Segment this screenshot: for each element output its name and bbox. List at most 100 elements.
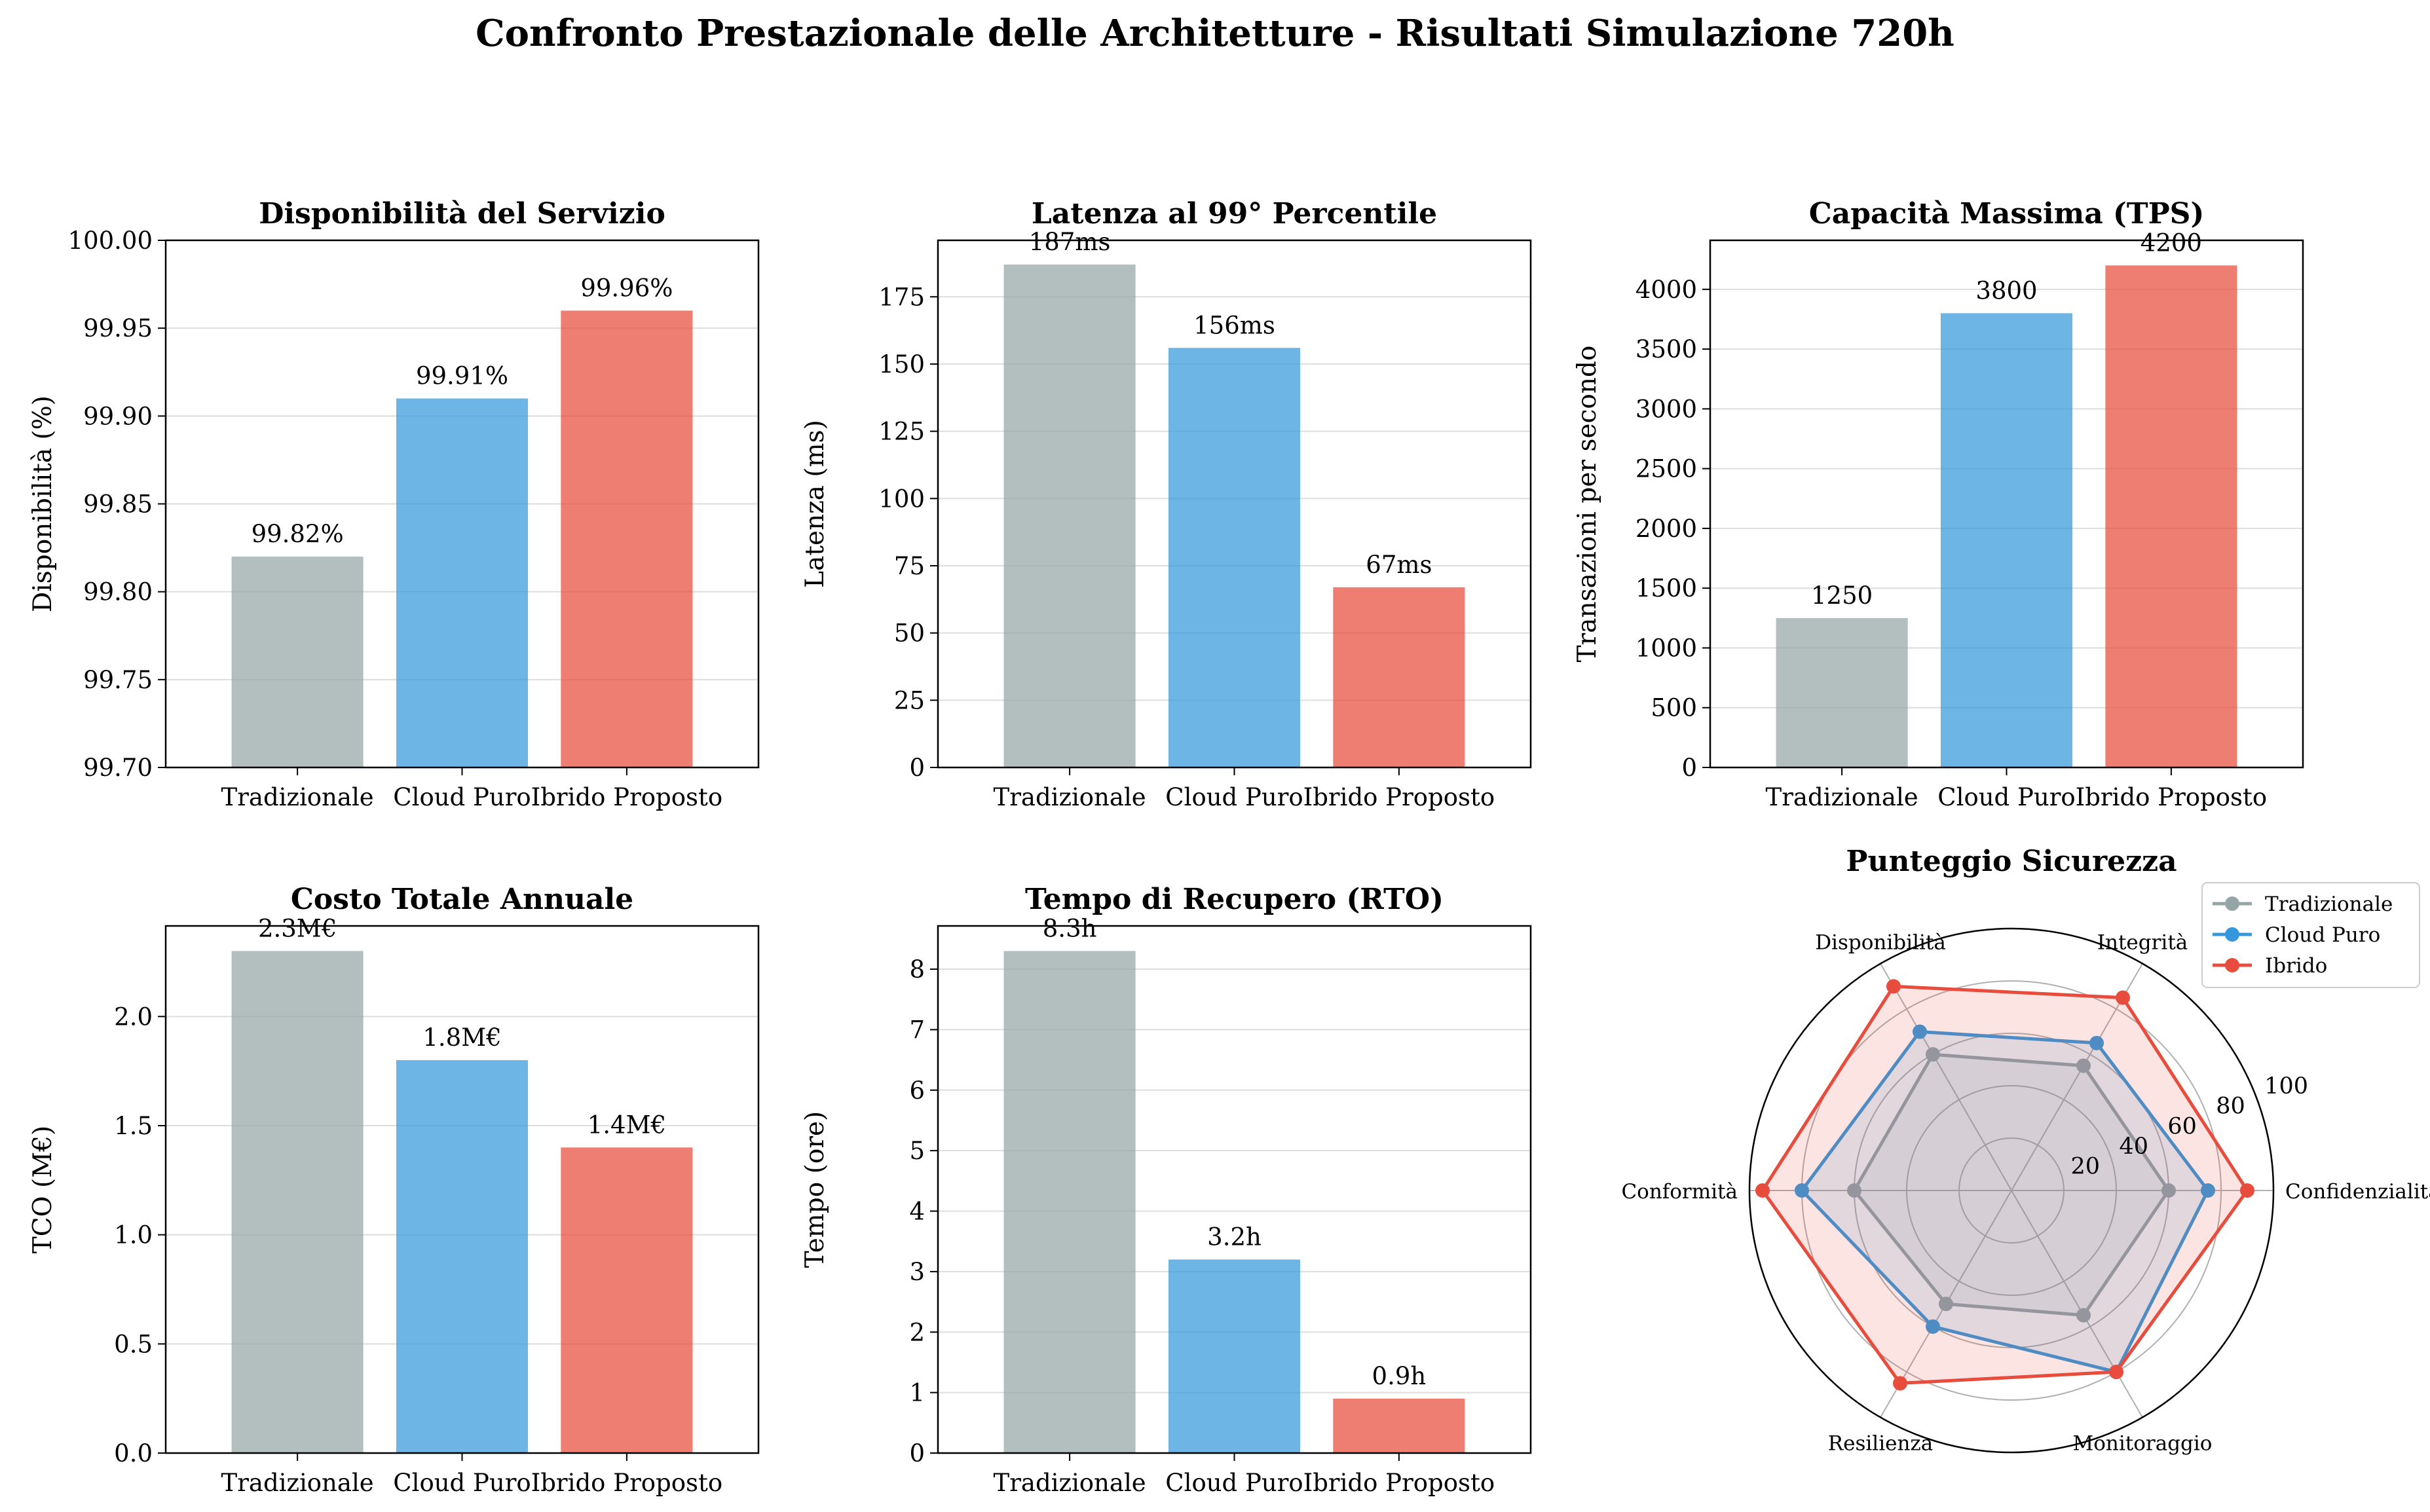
- y-tick-label: 2000: [1636, 515, 1697, 543]
- bar-3: [561, 1147, 693, 1453]
- axes-frame: [937, 925, 1532, 1454]
- axis-label: Disponibilità: [1815, 931, 1946, 955]
- y-tick-label: 7: [909, 1016, 925, 1044]
- y-tick-label: 3500: [1636, 335, 1697, 363]
- bar-1: [1003, 264, 1136, 767]
- y-tick-label: 125: [878, 418, 925, 446]
- y-tick-label: 99.95: [83, 314, 153, 342]
- series-point: [2240, 1183, 2254, 1198]
- x-tick-label: Cloud Puro: [393, 783, 531, 811]
- series-point: [1939, 1297, 1953, 1312]
- series-point: [1886, 979, 1901, 994]
- y-tick-label: 4000: [1636, 276, 1697, 304]
- figure-title: Confronto Prestazionale delle Architettu…: [476, 12, 1954, 55]
- series-point: [1847, 1183, 1861, 1198]
- y-tick-label: 0: [1681, 754, 1697, 782]
- panel-title: Latenza al 99° Percentile: [1032, 197, 1437, 230]
- y-tick-label: 2500: [1636, 455, 1697, 483]
- value-label: 3800: [1975, 276, 2037, 304]
- y-axis-label: Latenza (ms): [800, 420, 830, 588]
- value-label: 1250: [1811, 581, 1873, 610]
- x-tick-label: Cloud Puro: [1165, 1469, 1303, 1497]
- bar-1: [231, 951, 364, 1453]
- x-tick-label: Ibrido Proposto: [531, 783, 723, 811]
- x-tick-label: Tradizionale: [221, 1469, 374, 1497]
- r-tick-label: 20: [2071, 1153, 2101, 1179]
- x-tick-label: Tradizionale: [221, 783, 374, 811]
- y-tick-label: 150: [878, 350, 925, 378]
- legend-marker: [2225, 927, 2239, 942]
- series-point: [2076, 1308, 2091, 1323]
- bar-3: [2105, 265, 2237, 767]
- series-point: [1926, 1319, 1940, 1334]
- series-point: [2116, 990, 2130, 1005]
- bar-2: [1168, 1259, 1301, 1453]
- legend-label: Ibrido: [2265, 954, 2327, 978]
- panel-title: Tempo di Recupero (RTO): [1025, 883, 1444, 916]
- bar-chart-4: 2.3M€ Tradizionale 1.8M€ Cloud Puro 1.4M€ Ibr…: [28, 883, 760, 1497]
- y-axis-label: Disponibilità (%): [28, 396, 58, 612]
- panel-title: Capacità Massima (TPS): [1809, 197, 2205, 230]
- series-point: [1926, 1047, 1940, 1062]
- series-point: [1755, 1183, 1770, 1198]
- y-tick-label: 99.85: [83, 490, 153, 519]
- bar-chart-1: 99.82% Tradizionale 99.91% Cloud Puro 99.96%…: [28, 197, 760, 811]
- y-tick-label: 50: [894, 619, 925, 648]
- y-tick-label: 8: [909, 955, 925, 984]
- bar-1: [1776, 618, 1908, 767]
- y-tick-label: 99.75: [83, 666, 153, 694]
- y-tick-label: 25: [894, 686, 925, 714]
- bar-chart-5: 8.3h Tradizionale 3.2h Cloud Puro 0.9h Ibrido…: [800, 883, 1532, 1497]
- bar-2: [396, 1060, 529, 1453]
- bar-3: [1333, 587, 1465, 767]
- y-tick-label: 100.00: [68, 227, 153, 255]
- legend-label: Tradizionale: [2265, 893, 2393, 916]
- y-tick-label: 0: [909, 1439, 925, 1467]
- value-label: 8.3h: [1043, 914, 1097, 942]
- axes-frame: [164, 239, 760, 769]
- y-tick-label: 0.5: [114, 1330, 153, 1358]
- legend-label: Cloud Puro: [2265, 923, 2380, 947]
- r-tick-label: 100: [2264, 1073, 2308, 1099]
- axis-label: Integrità: [2097, 931, 2188, 955]
- axis-label: Resilienza: [1828, 1431, 1933, 1455]
- series-point: [1795, 1183, 1809, 1198]
- legend-marker: [2225, 896, 2239, 911]
- series-point: [2161, 1183, 2176, 1198]
- bar-3: [1333, 1398, 1465, 1453]
- y-tick-label: 3: [909, 1258, 925, 1286]
- y-tick-label: 0: [909, 754, 925, 782]
- bar-3: [561, 310, 693, 767]
- value-label: 187ms: [1029, 228, 1111, 256]
- y-tick-label: 99.70: [83, 754, 153, 782]
- radar-chart: 20 40 60 80 100 Confidenzialità Integrità Dispo…: [1621, 845, 2430, 1455]
- value-label: 99.96%: [580, 274, 673, 302]
- y-tick-label: 4: [909, 1198, 925, 1226]
- x-tick-label: Ibrido Proposto: [1303, 783, 1495, 811]
- charts: 99.82% Tradizionale 99.91% Cloud Puro 99.96%…: [28, 197, 2430, 1497]
- r-tick-label: 80: [2216, 1094, 2245, 1120]
- radar-outer: [1748, 927, 2275, 1454]
- x-tick-label: Tradizionale: [994, 1469, 1146, 1497]
- value-label: 3.2h: [1207, 1223, 1262, 1251]
- panel-title: Punteggio Sicurezza: [1846, 845, 2177, 878]
- axis-label: Conformità: [1621, 1180, 1738, 1204]
- y-tick-label: 1.0: [114, 1221, 153, 1249]
- y-tick-label: 3000: [1636, 395, 1697, 423]
- y-axis-label: Tempo (ore): [800, 1111, 830, 1268]
- bar-chart-3: 1250 Tradizionale 3800 Cloud Puro 4200 Ibrido…: [1573, 197, 2304, 811]
- y-tick-label: 99.80: [83, 578, 153, 606]
- axes-frame: [164, 925, 760, 1454]
- panel-title: Disponibilità del Servizio: [259, 197, 665, 230]
- axes-frame: [1709, 239, 2304, 769]
- x-tick-label: Ibrido Proposto: [1303, 1469, 1495, 1497]
- bar-2: [396, 398, 529, 767]
- y-tick-label: 0.0: [114, 1439, 153, 1467]
- y-tick-label: 1.5: [114, 1112, 153, 1140]
- y-tick-label: 75: [894, 552, 925, 580]
- x-tick-label: Cloud Puro: [1937, 783, 2075, 811]
- y-axis-label: Transazioni per secondo: [1573, 346, 1602, 663]
- x-tick-label: Cloud Puro: [1165, 783, 1303, 811]
- bar-1: [231, 557, 364, 767]
- bar-chart-2: 187ms Tradizionale 156ms Cloud Puro 67ms Ibri…: [800, 197, 1532, 811]
